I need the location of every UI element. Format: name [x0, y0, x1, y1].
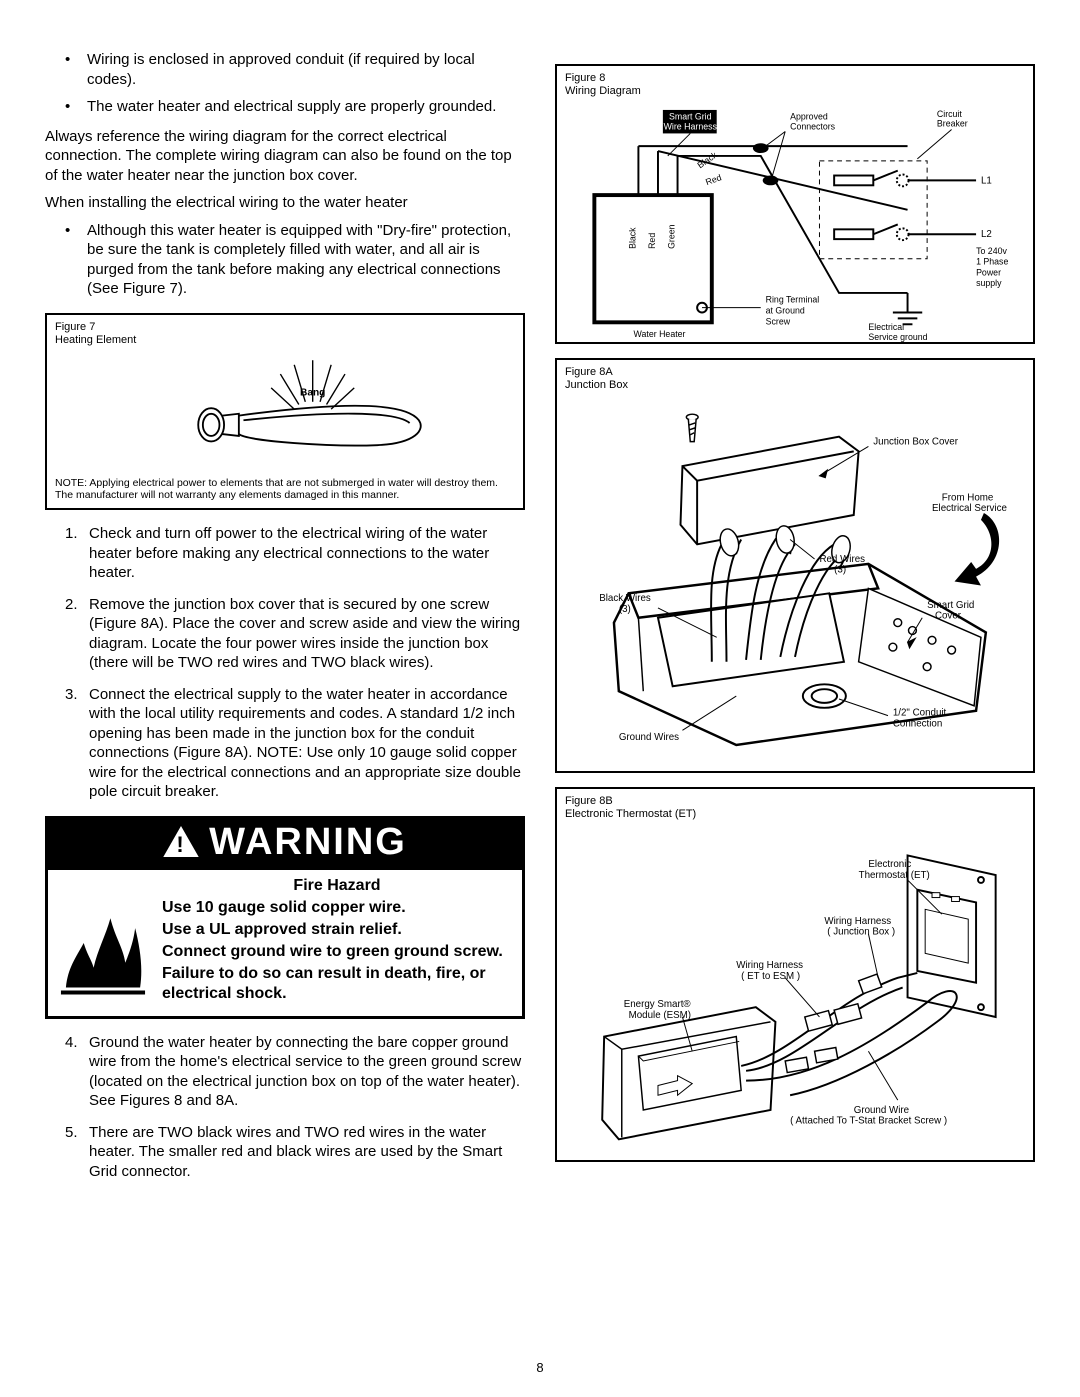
thermostat-diagram: Electronic Thermostat (ET) Wiring Harnes…: [565, 825, 1025, 1160]
left-column: Wiring is enclosed in approved conduit (…: [45, 50, 525, 1193]
bullet-item: Although this water heater is equipped w…: [65, 221, 525, 299]
svg-text:Black: Black: [695, 150, 719, 171]
figure-note: NOTE: Applying electrical power to eleme…: [55, 477, 515, 502]
svg-text:Approved: Approved: [790, 112, 828, 122]
step-item: Check and turn off power to the electric…: [65, 524, 525, 583]
svg-text:Black: Black: [627, 227, 637, 249]
svg-text:1 Phase: 1 Phase: [976, 257, 1008, 267]
warning-box: ! WARNING Fire Hazard Use 10 gauge solid…: [45, 816, 525, 1019]
svg-text:Wire Harness: Wire Harness: [664, 122, 718, 132]
svg-text:( Junction Box ): ( Junction Box ): [827, 927, 895, 938]
svg-text:Ring Terminal: Ring Terminal: [766, 295, 820, 305]
step-item: Remove the junction box cover that is se…: [65, 595, 525, 673]
svg-text:Breaker: Breaker: [937, 119, 968, 129]
svg-text:1/2" Conduit: 1/2" Conduit: [893, 708, 947, 719]
svg-text:at Ground: at Ground: [766, 306, 805, 316]
svg-text:Screw: Screw: [766, 317, 791, 327]
figure-label: Figure 8 Wiring Diagram: [565, 72, 1025, 98]
svg-text:Cover: Cover: [935, 611, 962, 622]
svg-text:supply: supply: [976, 278, 1002, 288]
bang-label: Bang: [300, 387, 325, 398]
heating-element-diagram: Bang: [55, 351, 515, 471]
svg-text:Power: Power: [976, 268, 1001, 278]
svg-text:L1: L1: [981, 176, 992, 187]
svg-text:Black Wires: Black Wires: [599, 593, 651, 604]
svg-text:Service ground: Service ground: [868, 332, 927, 342]
svg-text:From Home: From Home: [942, 493, 994, 504]
svg-text:Green: Green: [667, 225, 677, 250]
svg-text:L2: L2: [981, 230, 992, 241]
svg-text:Wiring Harness: Wiring Harness: [736, 960, 803, 971]
svg-text:Connectors: Connectors: [790, 122, 836, 132]
fire-icon: [48, 870, 158, 1016]
svg-text:Connection: Connection: [893, 719, 942, 730]
paragraph: Always reference the wiring diagram for …: [45, 127, 525, 186]
figure-7: Figure 7 Heating Element: [45, 313, 525, 511]
step-item: Connect the electrical supply to the wat…: [65, 685, 525, 802]
svg-text:Red: Red: [647, 233, 657, 249]
svg-text:( ET to ESM ): ( ET to ESM ): [741, 971, 800, 982]
warning-text: Fire Hazard Use 10 gauge solid copper wi…: [158, 870, 522, 1016]
svg-text:Smart Grid: Smart Grid: [669, 112, 712, 122]
svg-text:Electronic: Electronic: [868, 860, 911, 871]
figure-8: Figure 8 Wiring Diagram: [555, 64, 1035, 344]
warning-header: ! WARNING: [48, 819, 522, 870]
dryfire-bullets: Although this water heater is equipped w…: [45, 221, 525, 299]
svg-text:Circuit: Circuit: [937, 109, 962, 119]
right-column: Figure 8 Wiring Diagram: [555, 50, 1035, 1193]
svg-text:!: !: [177, 832, 186, 857]
paragraph: When installing the electrical wiring to…: [45, 193, 525, 213]
step-item: There are TWO black wires and TWO red wi…: [65, 1123, 525, 1182]
svg-text:To 240v: To 240v: [976, 246, 1007, 256]
figure-8a: Figure 8A Junction Box: [555, 358, 1035, 773]
figure-label: Figure 8A Junction Box: [565, 366, 1025, 392]
svg-text:Smart Grid: Smart Grid: [927, 600, 974, 611]
figure-label: Figure 8B Electronic Thermostat (ET): [565, 795, 1025, 821]
svg-text:Thermostat (ET): Thermostat (ET): [859, 870, 930, 881]
figure-label: Figure 7 Heating Element: [55, 321, 515, 347]
alert-icon: !: [163, 826, 199, 858]
svg-text:( Attached To T-Stat Bracket S: ( Attached To T-Stat Bracket Screw ): [790, 1116, 947, 1127]
junction-box-diagram: Junction Box Cover From Home Electrical …: [565, 396, 1025, 771]
svg-text:Water Heater: Water Heater: [634, 329, 686, 339]
steps-list-a: Check and turn off power to the electric…: [45, 524, 525, 802]
svg-text:Wiring Harness: Wiring Harness: [824, 916, 891, 927]
svg-text:Junction Box Cover: Junction Box Cover: [873, 437, 958, 448]
bullet-item: The water heater and electrical supply a…: [65, 97, 525, 117]
svg-text:Ground Wire: Ground Wire: [854, 1105, 909, 1116]
svg-text:(3): (3): [834, 565, 846, 576]
svg-text:Red: Red: [704, 173, 723, 188]
svg-text:Module (ESM): Module (ESM): [629, 1010, 691, 1021]
intro-bullets: Wiring is enclosed in approved conduit (…: [45, 50, 525, 117]
bullet-item: Wiring is enclosed in approved conduit (…: [65, 50, 525, 89]
figure-8b: Figure 8B Electronic Thermostat (ET): [555, 787, 1035, 1162]
steps-list-b: Ground the water heater by connecting th…: [45, 1033, 525, 1182]
svg-text:Electrical Service: Electrical Service: [932, 503, 1007, 514]
step-item: Ground the water heater by connecting th…: [65, 1033, 525, 1111]
wiring-diagram: Black Red Green Black Red Smart Grid Wir…: [565, 102, 1025, 342]
svg-text:(3): (3): [619, 604, 631, 615]
svg-text:Ground Wires: Ground Wires: [619, 732, 679, 743]
svg-text:Electrical: Electrical: [868, 323, 904, 333]
page-number: 8: [536, 1360, 543, 1375]
svg-text:Red Wires: Red Wires: [819, 554, 865, 565]
svg-text:Energy Smart®: Energy Smart®: [624, 1000, 692, 1011]
